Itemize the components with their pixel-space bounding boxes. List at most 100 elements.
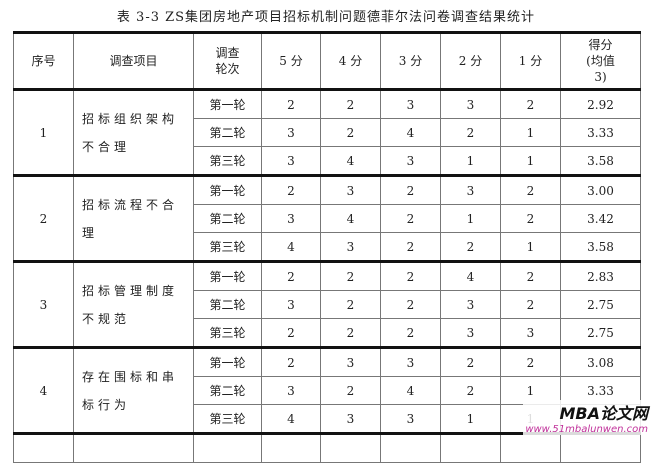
column-header: 调查项目: [73, 31, 194, 91]
score-cell: 3.42: [560, 204, 641, 233]
survey-item: 招标流程不合理: [73, 174, 194, 262]
count-cell: 4: [320, 146, 381, 176]
count-cell: 2: [380, 204, 441, 233]
count-cell: 3: [261, 376, 321, 405]
count-cell: 2: [380, 232, 441, 262]
column-header: 3 分: [380, 31, 441, 91]
round-cell: 第二轮: [193, 290, 262, 319]
count-cell: 3: [320, 174, 381, 205]
round-cell: 第二轮: [193, 376, 262, 405]
round-cell: 第三轮: [193, 232, 262, 262]
watermark-url: www.51mbalunwen.com: [525, 424, 648, 435]
count-cell: 2: [380, 260, 441, 291]
round-cell: 第三轮: [193, 404, 262, 434]
count-cell: 3: [440, 318, 501, 348]
count-cell: 3: [261, 118, 321, 147]
count-cell: 2: [500, 290, 561, 319]
table-row: 第二轮 3 4 2 1 2 3.42: [14, 204, 641, 233]
column-header: 序号: [13, 31, 74, 91]
count-cell: 1: [500, 146, 561, 176]
count-cell: 4: [320, 204, 381, 233]
column-header: 1 分: [500, 31, 561, 91]
row-number: 3: [13, 260, 74, 348]
count-cell: 2: [320, 260, 381, 291]
score-cell: 3.58: [560, 146, 641, 176]
count-cell: 2: [320, 376, 381, 405]
count-cell: 2: [380, 318, 441, 348]
table-row: 第二轮 3 2 4 2 1 3.33: [14, 376, 641, 405]
count-cell: 4: [261, 232, 321, 262]
count-cell: 2: [500, 204, 561, 233]
count-cell: 1: [500, 118, 561, 147]
count-cell: 2: [320, 88, 381, 119]
count-cell: 3: [500, 318, 561, 348]
count-cell: 2: [440, 376, 501, 405]
column-header: 调查 轮次: [193, 31, 262, 91]
count-cell: 3: [320, 404, 381, 434]
count-cell: 3: [261, 146, 321, 176]
score-cell: 3.00: [560, 174, 641, 205]
count-cell: 2: [261, 318, 321, 348]
column-header: 得分 (均值 3): [560, 31, 641, 91]
count-cell: 3: [320, 346, 381, 377]
count-cell: 4: [380, 118, 441, 147]
survey-item: 招标管理制度不规范: [73, 260, 194, 348]
column-header: 5 分: [261, 31, 321, 91]
count-cell: 3: [380, 88, 441, 119]
count-cell: 2: [320, 318, 381, 348]
count-cell: 3: [440, 290, 501, 319]
round-cell: 第一轮: [193, 174, 262, 205]
score-cell: 2.75: [560, 290, 641, 319]
count-cell: 2: [380, 174, 441, 205]
count-cell: 3: [380, 146, 441, 176]
table-row: 3 招标管理制度不规范 第一轮 2 2 2 4 2 2.83: [13, 260, 641, 348]
table-row: 第三轮 4 3 2 2 1 3.58: [14, 232, 641, 262]
count-cell: 4: [440, 260, 501, 291]
count-cell: 1: [440, 404, 501, 434]
row-number: 4: [13, 346, 74, 434]
row-number: 2: [13, 174, 74, 262]
column-header: 2 分: [440, 31, 501, 91]
score-cell: 3.08: [560, 346, 641, 377]
table-row: 2 招标流程不合理 第一轮 2 3 2 3 2 3.00: [13, 174, 641, 262]
count-cell: 3: [440, 88, 501, 119]
count-cell: 2: [440, 232, 501, 262]
count-cell: 3: [261, 204, 321, 233]
count-cell: 3: [380, 346, 441, 377]
watermark-brand: MBA论文网: [559, 404, 648, 423]
count-cell: 3: [320, 232, 381, 262]
score-cell: 2.75: [560, 318, 641, 348]
score-cell: 3.58: [560, 232, 641, 262]
score-cell: 3.33: [560, 118, 641, 147]
count-cell: 3: [440, 174, 501, 205]
count-cell: 3: [261, 290, 321, 319]
count-cell: 2: [261, 346, 321, 377]
score-cell: 2.83: [560, 260, 641, 291]
count-cell: 2: [500, 88, 561, 119]
count-cell: 2: [440, 346, 501, 377]
count-cell: 2: [320, 118, 381, 147]
count-cell: 4: [380, 376, 441, 405]
count-cell: 2: [380, 290, 441, 319]
round-cell: 第一轮: [193, 88, 262, 119]
watermark-logo: MBA论文网 www.51mbalunwen.com: [523, 400, 650, 435]
count-cell: 2: [320, 290, 381, 319]
round-cell: 第一轮: [193, 260, 262, 291]
row-number: 1: [13, 88, 74, 176]
count-cell: 1: [440, 204, 501, 233]
score-cell: 2.92: [560, 88, 641, 119]
count-cell: 2: [261, 174, 321, 205]
count-cell: 4: [261, 404, 321, 434]
count-cell: 1: [440, 146, 501, 176]
table-caption: 表 3-3 ZS集团房地产项目招标机制问题德菲尔法问卷调查结果统计: [116, 10, 536, 25]
survey-item: 存在围标和串标行为: [73, 346, 194, 434]
column-header: 4 分: [320, 31, 381, 91]
count-cell: 2: [500, 346, 561, 377]
count-cell: 2: [500, 174, 561, 205]
table-row: 4 存在围标和串标行为 第一轮 2 3 3 2 2 3.08: [13, 346, 641, 434]
round-cell: 第一轮: [193, 346, 262, 377]
table-row: 第二轮 3 2 4 2 1 3.33: [14, 118, 641, 147]
round-cell: 第三轮: [193, 146, 262, 176]
